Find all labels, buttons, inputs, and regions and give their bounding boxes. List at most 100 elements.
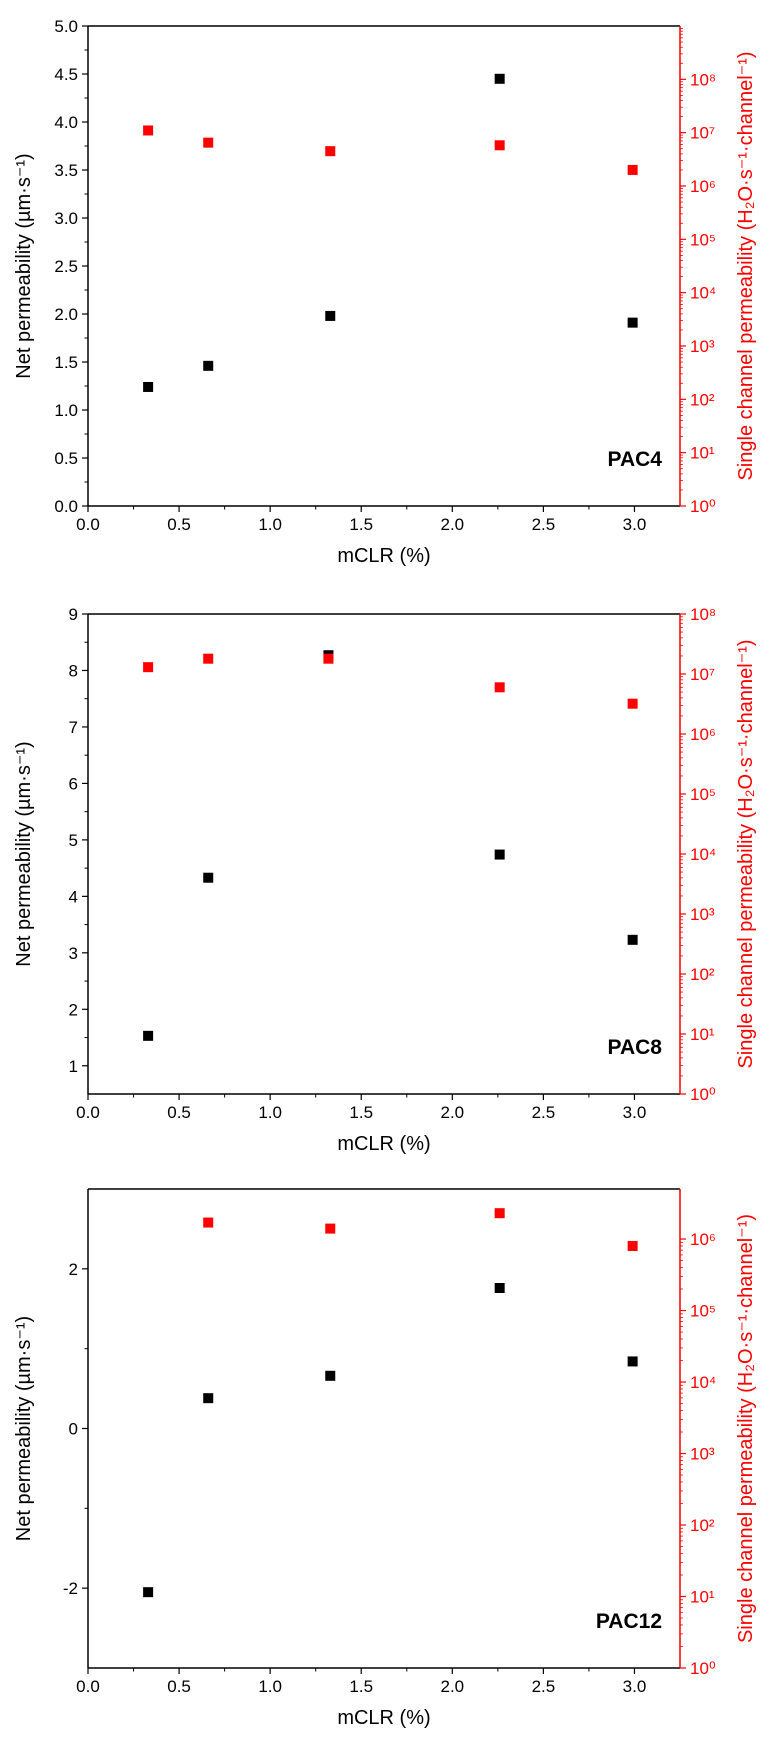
x-axis-title: mCLR (%)	[337, 1133, 430, 1155]
single-channel-point	[203, 137, 214, 148]
left-y-tick-label: 1.5	[54, 353, 78, 372]
x-tick-label: 1.0	[258, 1103, 282, 1122]
right-y-tick-label: 10⁵	[690, 785, 716, 804]
right-y-tick-label: 10⁶	[690, 177, 716, 196]
right-y-tick-label: 10⁴	[690, 845, 716, 864]
left-y-tick-label: 0.5	[54, 449, 78, 468]
single-channel-point	[627, 698, 638, 709]
x-axis-title: mCLR (%)	[337, 545, 430, 567]
single-channel-point	[323, 653, 334, 664]
single-channel-point	[494, 682, 505, 693]
net-permeability-point	[203, 360, 214, 371]
net-permeability-point	[143, 1587, 154, 1598]
right-y-tick-label: 10⁷	[690, 665, 715, 684]
net-permeability-point	[325, 1370, 336, 1381]
right-y-tick-label: 10⁸	[690, 605, 716, 624]
right-y-tick-label: 10⁰	[690, 1659, 716, 1678]
x-tick-label: 1.5	[349, 1103, 373, 1122]
chart-panel-pac8: 0.0 0.5 1.0 1.5 2.0 2.5 3.0 1 2 3 4 5 6 7 8 9 10⁰ 10¹ 10² 1…	[13, 605, 757, 1155]
right-y-tick-label: 10⁴	[690, 284, 716, 303]
x-tick-label: 3.0	[623, 1103, 647, 1122]
right-y-tick-label: 10³	[690, 337, 715, 356]
net-permeability-point	[627, 934, 638, 945]
x-tick-label: 2.0	[440, 515, 464, 534]
left-y-axis-title: Net permeability (µm·s⁻¹)	[13, 741, 35, 966]
left-y-tick-label: 4	[69, 887, 78, 906]
net-permeability-point	[494, 1282, 505, 1293]
x-tick-label: 2.5	[532, 515, 556, 534]
right-y-axis-title: Single channel permeability (H₂O·s⁻¹·cha…	[735, 1214, 757, 1643]
panel-label: PAC4	[608, 448, 663, 471]
right-y-tick-label: 10³	[690, 1445, 715, 1464]
right-y-tick-label: 10⁵	[690, 1302, 716, 1321]
right-y-tick-label: 10³	[690, 905, 715, 924]
x-axis-title: mCLR (%)	[337, 1707, 430, 1729]
left-y-tick-label: 2	[69, 1000, 78, 1019]
single-channel-point	[494, 1208, 505, 1219]
right-y-tick-label: 10²	[690, 965, 715, 984]
right-y-tick-label: 10¹	[690, 1588, 715, 1607]
net-permeability-point	[627, 1356, 638, 1367]
single-channel-point	[143, 125, 154, 136]
left-y-tick-label: 2	[69, 1260, 78, 1279]
single-channel-point	[325, 146, 336, 157]
left-y-tick-label: 1	[69, 1057, 78, 1076]
x-tick-label: 2.5	[532, 1103, 556, 1122]
single-channel-point	[203, 1217, 214, 1228]
left-y-tick-label: 6	[69, 774, 78, 793]
x-tick-label: 0.5	[167, 1103, 191, 1122]
net-permeability-point	[627, 317, 638, 328]
net-permeability-point	[143, 1030, 154, 1041]
left-y-tick-label: 5.0	[54, 17, 78, 36]
single-channel-point	[325, 1223, 336, 1234]
left-y-tick-label: 0.0	[54, 497, 78, 516]
left-y-tick-label: 3.0	[54, 209, 78, 228]
single-channel-point	[627, 1240, 638, 1251]
net-permeability-point	[325, 310, 336, 321]
chart-panel-pac12: 0.0 0.5 1.0 1.5 2.0 2.5 3.0 -2 0 2 10⁰ 10¹ 10² 10³ 10⁴…	[13, 1188, 757, 1729]
panel-label: PAC8	[608, 1036, 663, 1059]
x-tick-label: 1.0	[258, 1677, 282, 1696]
single-channel-point	[203, 653, 214, 664]
x-tick-label: 3.0	[623, 1677, 647, 1696]
panel-label: PAC12	[596, 1610, 662, 1633]
right-y-tick-label: 10¹	[690, 444, 715, 463]
left-y-tick-label: 0	[69, 1420, 78, 1439]
right-y-tick-label: 10⁴	[690, 1373, 716, 1392]
single-channel-point	[494, 140, 505, 151]
left-y-axis-title: Net permeability (µm·s⁻¹)	[13, 153, 35, 378]
x-tick-label: 1.5	[349, 515, 373, 534]
right-y-axis-title: Single channel permeability (H₂O·s⁻¹·cha…	[735, 51, 757, 480]
left-y-tick-label: -2	[63, 1579, 78, 1598]
right-y-tick-label: 10²	[690, 390, 715, 409]
right-y-tick-label: 10¹	[690, 1025, 715, 1044]
single-channel-point	[143, 662, 154, 673]
x-tick-label: 0.0	[76, 1677, 100, 1696]
net-permeability-point	[494, 73, 505, 84]
left-y-tick-label: 8	[69, 661, 78, 680]
x-tick-label: 0.0	[76, 1103, 100, 1122]
x-tick-label: 2.0	[440, 1103, 464, 1122]
right-y-tick-label: 10⁰	[690, 1085, 716, 1104]
x-tick-label: 3.0	[623, 515, 647, 534]
left-y-tick-label: 2.0	[54, 305, 78, 324]
right-y-tick-label: 10⁶	[690, 1230, 716, 1249]
net-permeability-point	[494, 849, 505, 860]
net-permeability-point	[143, 381, 154, 392]
x-tick-label: 1.0	[258, 515, 282, 534]
net-permeability-point	[203, 872, 214, 883]
left-y-tick-label: 3	[69, 944, 78, 963]
right-y-axis-title: Single channel permeability (H₂O·s⁻¹·cha…	[735, 639, 757, 1068]
x-tick-label: 0.5	[167, 1677, 191, 1696]
left-y-tick-label: 4.5	[54, 65, 78, 84]
right-y-tick-label: 10⁶	[690, 725, 716, 744]
left-y-axis-title: Net permeability (µm·s⁻¹)	[13, 1316, 35, 1541]
left-y-tick-label: 3.5	[54, 161, 78, 180]
right-y-tick-label: 10⁵	[690, 230, 716, 249]
x-tick-label: 2.0	[440, 1677, 464, 1696]
x-tick-label: 0.5	[167, 515, 191, 534]
x-tick-label: 0.0	[76, 515, 100, 534]
single-channel-point	[627, 164, 638, 175]
left-y-tick-label: 5	[69, 831, 78, 850]
